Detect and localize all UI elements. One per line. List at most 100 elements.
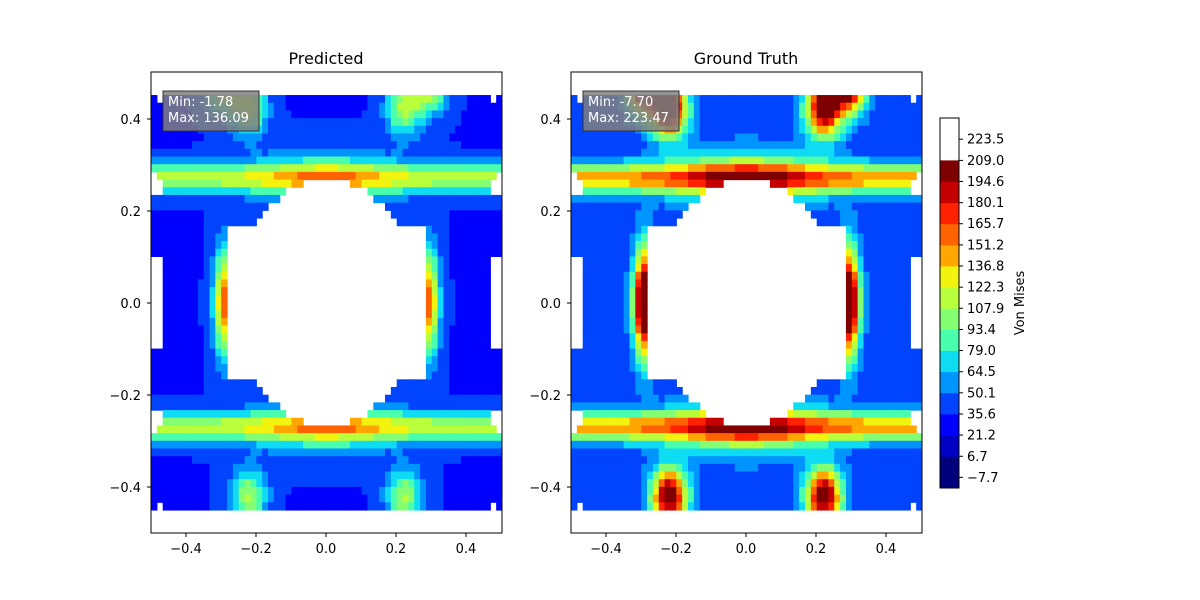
field-cell [244,179,252,188]
field-cell [863,164,870,173]
field-cell [594,463,601,473]
field-cell [881,433,888,442]
field-cell [385,125,392,135]
field-cell [191,463,199,473]
field-cell [186,363,193,373]
field-cell [857,210,865,219]
field-cell [594,433,601,442]
field-cell [647,417,654,427]
field-cell [379,164,386,173]
field-cell [472,486,480,496]
field-cell [629,486,636,496]
field-cell [443,317,450,327]
field-cell [203,394,211,403]
field-cell [180,433,187,442]
field-cell [443,425,450,434]
field-cell [635,494,642,503]
field-cell [600,417,607,427]
field-cell [606,333,613,342]
field-cell [303,133,310,142]
field-cell [886,294,894,304]
field-cell [892,417,900,427]
field-cell [810,425,818,434]
field-cell [291,164,298,173]
field-cell [449,425,456,434]
field-cell [805,402,812,411]
field-cell [764,118,771,127]
field-cell [291,141,298,150]
field-cell [156,356,164,365]
field-cell [606,202,613,211]
field-cell [162,456,170,465]
field-cell [594,448,601,457]
field-cell [793,148,800,158]
field-cell [752,440,759,450]
field-cell [728,425,736,434]
field-cell [588,494,595,503]
field-cell [203,141,211,150]
field-cell [338,148,345,158]
field-cell [845,317,853,327]
field-cell [863,110,870,119]
field-cell [606,133,613,142]
field-cell [816,141,824,150]
field-cell [664,417,672,427]
y-tick-gt-5: 0.4 [540,113,571,128]
field-cell [851,325,859,334]
field-cell [711,164,718,173]
field-cell [758,433,765,442]
field-cell [221,340,228,350]
field-cell [186,171,193,181]
field-cell [449,486,456,496]
field-cell [781,494,789,503]
field-cell [496,494,502,503]
field-cell [443,387,450,396]
field-cell [385,440,392,450]
field-cell [658,171,666,181]
field-cell [408,179,415,188]
field-cell [916,440,922,450]
field-cell [576,171,584,181]
field-cell [203,333,211,342]
field-cell [652,202,660,211]
field-cell [297,417,304,427]
field-cell [168,425,175,434]
field-cell [209,171,216,181]
field-cell [641,425,648,434]
field-cell [629,310,636,319]
field-cell [705,425,712,434]
field-cell [449,187,456,196]
field-cell [420,95,427,104]
field-cell [781,118,789,127]
field-cell [629,271,636,281]
field-cell [373,194,380,204]
field-cell [490,371,497,380]
field-cell [191,502,199,511]
field-cell [898,264,906,273]
field-cell [449,379,456,388]
field-cell [425,233,433,242]
field-cell [845,264,853,273]
field-cell [717,102,724,112]
field-cell [396,402,404,411]
field-cell [326,440,333,450]
field-cell [699,187,707,196]
field-cell [349,463,357,473]
field-cell [693,125,701,135]
field-cell [600,210,607,219]
field-cell [186,294,193,304]
field-cell [758,133,765,142]
colorbar-tick-label: 209.0 [967,154,1004,169]
field-cell [810,141,818,150]
field-cell [869,440,876,450]
field-cell [799,141,806,150]
field-cell [641,264,648,273]
field-cell [197,325,205,334]
field-cell [881,95,888,104]
field-cell [787,171,794,181]
field-cell [810,502,818,511]
field-cell [320,433,328,442]
field-cell [162,264,170,273]
field-cell [834,402,841,411]
field-cell [203,171,211,181]
